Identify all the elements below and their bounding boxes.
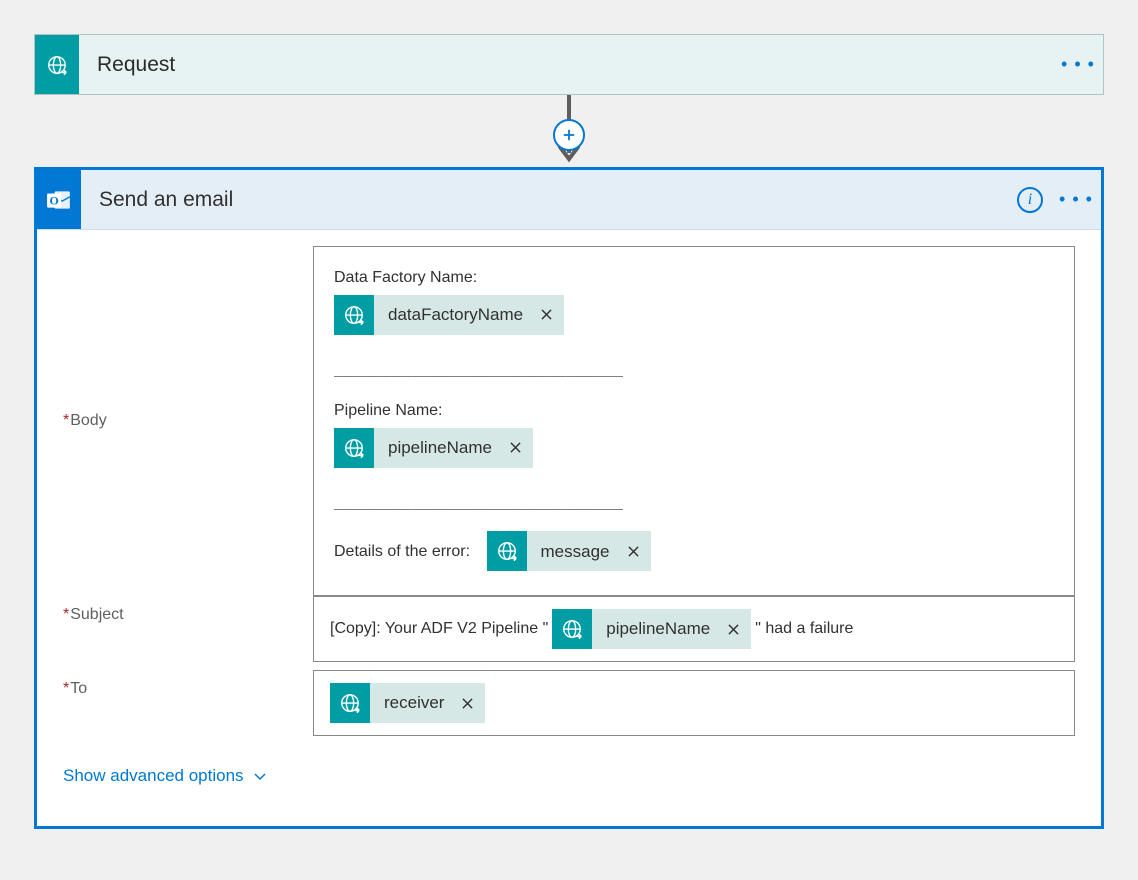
add-step-button[interactable]	[553, 119, 585, 151]
request-step-menu-button[interactable]: • • •	[1053, 35, 1103, 94]
token-label: receiver	[370, 683, 456, 723]
token-message[interactable]: message	[487, 531, 651, 571]
to-row: *To receiver	[63, 670, 1075, 736]
divider-text: ______________________________	[334, 347, 1054, 389]
show-advanced-options-button[interactable]: Show advanced options	[63, 766, 268, 786]
info-button[interactable]: i	[1017, 187, 1043, 213]
token-remove-button[interactable]	[535, 295, 564, 335]
body-row: *Body Data Factory Name: dataFactoryName…	[63, 246, 1075, 596]
request-step-title: Request	[79, 35, 1053, 94]
subject-row: *Subject [Copy]: Your ADF V2 Pipeline " …	[63, 596, 1075, 662]
token-datafactoryname[interactable]: dataFactoryName	[334, 295, 564, 335]
send-email-title: Send an email	[81, 170, 1009, 229]
chevron-down-icon	[252, 768, 268, 784]
to-field[interactable]: receiver	[313, 670, 1075, 736]
token-pipelinename[interactable]: pipelineName	[552, 609, 751, 649]
body-text: Data Factory Name:	[334, 265, 477, 291]
token-remove-button[interactable]	[622, 531, 651, 571]
globe-icon	[330, 683, 370, 723]
subject-text-pre: [Copy]: Your ADF V2 Pipeline "	[330, 620, 548, 638]
body-text: Pipeline Name:	[334, 398, 443, 424]
token-label: pipelineName	[592, 609, 722, 649]
subject-field[interactable]: [Copy]: Your ADF V2 Pipeline " pipelineN…	[313, 596, 1075, 662]
token-remove-button[interactable]	[504, 428, 533, 468]
body-text: Details of the error:	[334, 539, 470, 565]
send-email-step-card: Send an email i • • • *Body Data Factory…	[34, 167, 1104, 829]
globe-icon	[334, 428, 374, 468]
body-label: *Body	[63, 412, 313, 430]
globe-icon	[334, 295, 374, 335]
token-label: message	[527, 531, 622, 571]
request-icon	[35, 35, 79, 94]
designer-canvas: Request • • • Send an email i • • • *Bod…	[20, 34, 1118, 829]
connector	[20, 95, 1118, 167]
subject-label: *Subject	[63, 596, 313, 624]
token-remove-button[interactable]	[722, 609, 751, 649]
subject-text-post: " had a failure	[755, 620, 853, 638]
to-label: *To	[63, 670, 313, 698]
send-email-header[interactable]: Send an email i • • •	[37, 170, 1101, 230]
token-remove-button[interactable]	[456, 683, 485, 723]
body-field[interactable]: Data Factory Name: dataFactoryName _____…	[313, 246, 1075, 596]
send-email-menu-button[interactable]: • • •	[1051, 170, 1101, 229]
send-email-form: *Body Data Factory Name: dataFactoryName…	[37, 230, 1101, 826]
token-pipelinename[interactable]: pipelineName	[334, 428, 533, 468]
token-receiver[interactable]: receiver	[330, 683, 485, 723]
divider-text: ______________________________	[334, 480, 1054, 522]
globe-icon	[552, 609, 592, 649]
request-step-card[interactable]: Request • • •	[34, 34, 1104, 95]
outlook-icon	[37, 170, 81, 229]
globe-icon	[487, 531, 527, 571]
token-label: pipelineName	[374, 428, 504, 468]
token-label: dataFactoryName	[374, 295, 535, 335]
